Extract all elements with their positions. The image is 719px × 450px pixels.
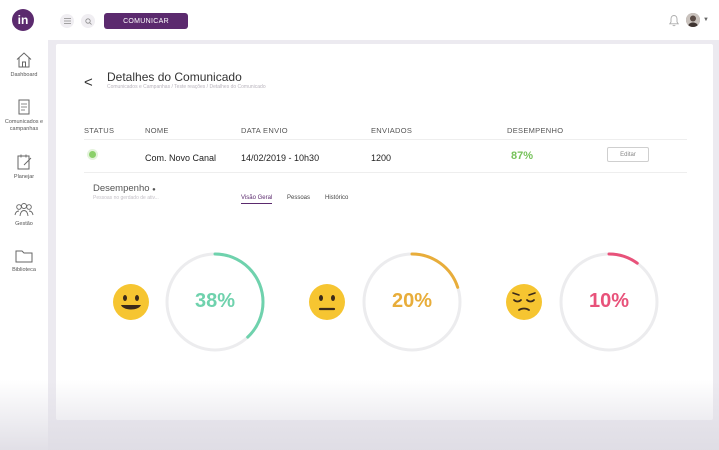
column-header-data-envio: DATA ENVIO [241,126,288,135]
gauge-ring [362,252,462,352]
app-logo[interactable]: in [12,9,34,31]
page-title: Detalhes do Comunicado [107,70,242,84]
status-indicator [89,151,96,158]
tab-visao-geral[interactable]: Visão Geral [241,195,273,204]
gauge-ring [165,252,265,352]
edit-note-icon [17,154,32,170]
column-header-enviados: ENVIADOS [371,126,413,135]
search-icon[interactable] [81,14,95,28]
tab-historico[interactable]: Histórico [325,195,349,201]
menu-icon[interactable] [60,14,74,28]
folder-icon [15,250,33,263]
tab-pessoas[interactable]: Pessoas [287,195,311,201]
row-desempenho: 87% [511,150,534,162]
edit-button[interactable]: Editar [607,147,649,162]
comunicar-button[interactable]: COMUNICAR [104,13,188,29]
relieved-emoji-icon [506,284,542,320]
breadcrumb[interactable]: Comunicados e Campanhas / Teste reações … [107,84,266,90]
sidebar-item-biblioteca[interactable]: Biblioteca [0,248,48,274]
neutral-emoji-icon [309,284,345,320]
sidebar-item-label: Planejar [13,174,35,180]
divider [84,172,687,173]
sidebar-item-dashboard[interactable]: Dashboard [0,51,48,79]
gauge-value: 38% [194,290,236,312]
sidebar-item-label: Comunicados e campanhas [4,119,44,132]
sidebar-item-label: Dashboard [10,72,38,78]
sidebar-item-label: Biblioteca [12,267,36,273]
gauge-value: 10% [588,290,630,312]
section-subtitle: Pessoas no gerdado de ativ... [93,195,159,201]
chevron-down-icon[interactable]: ▼ [703,17,709,23]
people-icon [14,203,34,217]
home-icon [16,52,32,68]
sidebar-item-gestao[interactable]: Gestão [0,202,48,228]
avatar[interactable] [686,13,700,27]
gauge-arc [362,252,462,352]
sidebar-item-planejar[interactable]: Planejar [0,153,48,181]
row-nome: Com. Novo Canal [145,153,217,163]
divider [84,139,687,140]
top-bar: in COMUNICAR ▼ [0,0,719,40]
document-icon [18,99,30,115]
row-enviados: 1200 [371,153,392,163]
bell-icon[interactable] [668,14,680,27]
sidebar-item-label: Gestão [15,221,33,227]
happy-emoji-icon [113,284,149,320]
gauge-value: 20% [391,290,433,312]
sidebar-item-comunicados[interactable]: Comunicados e campanhas [0,98,48,133]
section-title: Desempenho ● [93,183,156,194]
gauge-arc [559,252,659,352]
column-header-desempenho: DESEMPENHO [507,126,564,135]
main-card: < Detalhes do Comunicado Comunicados e C… [56,44,713,420]
back-button[interactable]: < [84,74,93,91]
sidebar: Dashboard Comunicados e campanhas Planej… [0,40,48,450]
column-header-status: STATUS [84,126,115,135]
gauge-ring [559,252,659,352]
row-data-envio: 14/02/2019 - 10h30 [241,153,320,163]
column-header-nome: NOME [145,126,169,135]
gauge-arc [165,252,265,352]
